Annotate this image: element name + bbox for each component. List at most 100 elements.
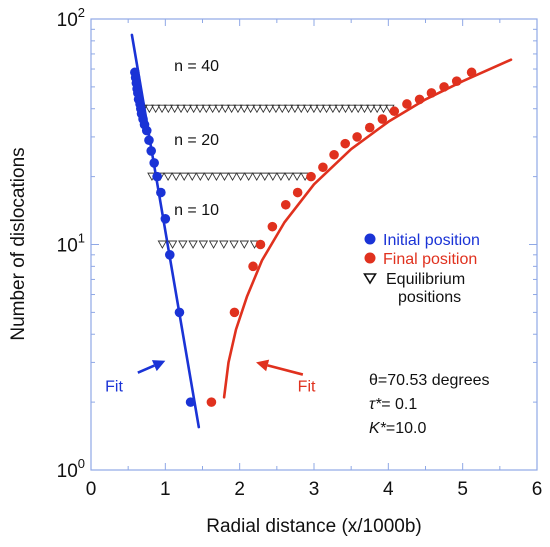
equilibrium-marker-n40 [182, 104, 193, 114]
initial-position-point [160, 214, 171, 224]
legend-equilibrium-label-2: positions [398, 289, 461, 306]
final-position-point [389, 106, 400, 117]
equilibrium-marker-n40 [334, 104, 344, 114]
equilibrium-marker-n40 [296, 104, 307, 114]
param-k: K*=10.0 [369, 420, 426, 437]
final-position-point [248, 261, 258, 272]
equilibrium-marker-n10 [167, 240, 178, 249]
legend-initial-marker [364, 233, 376, 245]
equilibrium-marker-n20 [203, 172, 214, 182]
equilibrium-marker-n10 [229, 240, 239, 249]
equilibrium-marker-n40 [366, 104, 376, 114]
fit-label-initial: Fit [105, 378, 123, 395]
equilibrium-marker-n40 [271, 104, 281, 114]
final-position-point [364, 122, 375, 133]
parameters-block: θ=70.53 degrees τ*= 0.1 K*=10.0 [369, 372, 490, 437]
equilibrium-marker-n40 [372, 104, 382, 114]
y-axis-title: Number of dislocations [8, 147, 29, 340]
equilibrium-marker-n20 [251, 172, 262, 182]
equilibrium-marker-n40 [321, 104, 332, 114]
final-position-point [292, 187, 303, 198]
axis-ticks [90, 18, 538, 471]
equilibrium-marker-n40 [157, 104, 167, 114]
final-position-point [352, 132, 362, 142]
equilibrium-marker-n20 [292, 172, 302, 182]
data-points [130, 67, 477, 407]
param-k-value: =10.0 [386, 420, 427, 437]
param-tau: τ*= 0.1 [369, 396, 417, 413]
equilibrium-marker-n20 [171, 172, 181, 182]
initial-position-point [149, 158, 159, 168]
legend-equilibrium-marker [363, 273, 377, 285]
equilibrium-marker-n20 [219, 172, 230, 182]
equilibrium-marker-n40 [315, 104, 325, 114]
equilibrium-marker-n10 [157, 240, 168, 249]
equilibrium-marker-n40 [264, 104, 275, 114]
param-theta: θ=70.53 degrees [369, 372, 490, 389]
initial-position-point [156, 187, 166, 198]
y-tick-label: 100 [57, 456, 85, 482]
equilibrium-marker-n10 [219, 240, 229, 249]
x-tick-label: 2 [234, 479, 245, 500]
x-tick-label: 1 [160, 479, 171, 500]
equilibrium-marker-n20 [243, 172, 254, 182]
equilibrium-marker-n40 [283, 104, 294, 114]
equilibrium-marker-n40 [328, 104, 338, 114]
equilibrium-marker-n40 [309, 104, 319, 114]
param-tau-value: = 0.1 [381, 396, 417, 413]
legend-final-marker [364, 252, 376, 264]
fit-label-final: Fit [298, 378, 316, 395]
equilibrium-marker-n20 [235, 172, 246, 182]
equilibrium-marker-n10 [208, 240, 219, 249]
final-position-point [402, 99, 412, 109]
final-position-point [377, 114, 388, 124]
equilibrium-marker-n40 [201, 104, 212, 114]
fit-curve-final [222, 58, 513, 399]
equilibrium-marker-n40 [353, 104, 363, 114]
fit-curves [130, 33, 513, 429]
equilibrium-marker-n40 [150, 104, 161, 114]
legend-final-label: Final position [383, 251, 477, 268]
equilibrium-marker-n20 [227, 172, 238, 182]
x-tick-label: 5 [457, 479, 468, 500]
equilibrium-marker-n40 [245, 104, 256, 114]
final-position-point [306, 171, 316, 182]
equilibrium-marker-n20 [276, 172, 286, 182]
equilibrium-marker-n40 [239, 104, 250, 114]
n-label: n = 10 [174, 202, 219, 219]
equilibrium-marker-n40 [378, 104, 389, 114]
param-tau-symbol: τ* [369, 396, 382, 413]
final-position-point [280, 199, 291, 210]
equilibrium-marker-n10 [178, 240, 188, 249]
axis-tick-labels: 0 1 2 3 4 5 6 100 101 102 [57, 5, 543, 500]
equilibrium-marker-n40 [277, 104, 288, 114]
legend-equilibrium-label-1: Equilibrium [386, 271, 465, 288]
initial-position-point [146, 146, 157, 156]
equilibrium-marker-n40 [188, 104, 199, 114]
fit-arrowhead-initial [151, 360, 166, 372]
n-label: n = 20 [174, 132, 219, 149]
final-position-point [451, 76, 462, 86]
final-position-point [318, 162, 328, 173]
legend-initial-label: Initial position [383, 232, 480, 249]
equilibrium-marker-n40 [220, 104, 231, 114]
equilibrium-marker-n20 [163, 172, 173, 182]
final-position-point [267, 221, 278, 232]
final-position-point [329, 149, 339, 160]
equilibrium-marker-n20 [187, 172, 198, 182]
equilibrium-marker-n20 [284, 172, 294, 182]
initial-position-point [152, 171, 162, 182]
equilibrium-marker-n40 [176, 104, 186, 114]
equilibrium-marker-n40 [169, 104, 180, 114]
equilibrium-marker-n20 [260, 172, 270, 182]
final-position-point [414, 94, 425, 105]
equilibrium-markers [138, 104, 395, 249]
equilibrium-marker-n40 [258, 104, 269, 114]
fit-arrowhead-final [256, 359, 270, 372]
x-tick-label: 3 [309, 479, 320, 500]
equilibrium-marker-n40 [359, 104, 370, 114]
final-position-point [206, 397, 217, 407]
equilibrium-marker-n40 [252, 104, 262, 114]
final-position-point [229, 307, 240, 318]
annotations: n = 40 n = 20 n = 10 Fit Fit [105, 58, 316, 396]
